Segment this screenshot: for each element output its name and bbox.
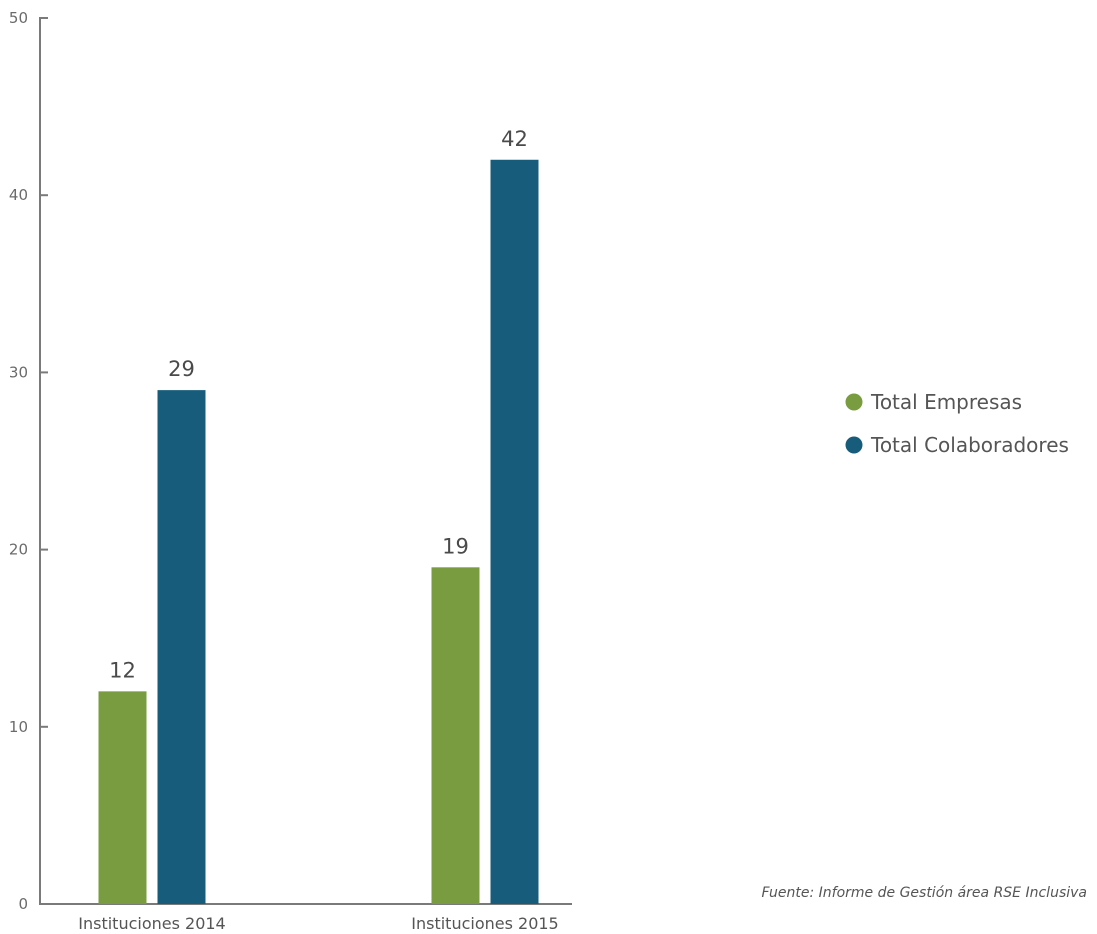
legend-swatch bbox=[845, 436, 863, 454]
legend-swatch bbox=[845, 393, 863, 411]
bar bbox=[157, 390, 206, 904]
y-tick-label: 0 bbox=[18, 895, 28, 913]
y-tick-label: 10 bbox=[9, 718, 28, 736]
bar-value-label: 19 bbox=[442, 534, 469, 558]
x-axis-categories: Instituciones 2014 Instituciones 2015 bbox=[78, 914, 558, 933]
x-category-label: Instituciones 2015 bbox=[411, 914, 558, 933]
bar bbox=[431, 567, 480, 904]
y-tick-label: 50 bbox=[9, 9, 28, 27]
legend-label: Total Colaboradores bbox=[870, 433, 1069, 457]
data-labels: 12 29 19 42 bbox=[109, 127, 528, 683]
bar bbox=[98, 691, 147, 904]
chart-bars bbox=[98, 159, 539, 904]
bar-value-label: 42 bbox=[501, 127, 528, 151]
bar-value-label: 29 bbox=[168, 357, 195, 381]
bar-value-label: 12 bbox=[109, 658, 136, 682]
y-tick-label: 20 bbox=[9, 541, 28, 559]
legend-label: Total Empresas bbox=[870, 390, 1022, 414]
bar bbox=[490, 159, 539, 904]
source-note: Fuente: Informe de Gestión área RSE Incl… bbox=[762, 885, 1087, 901]
x-category-label: Instituciones 2014 bbox=[78, 914, 225, 933]
y-tick-label: 30 bbox=[9, 363, 28, 381]
y-tick-label: 40 bbox=[9, 186, 28, 204]
chart-legend: Total Empresas Total Colaboradores bbox=[845, 390, 1069, 457]
y-axis-ticks: 0 10 20 30 40 50 bbox=[9, 9, 48, 913]
